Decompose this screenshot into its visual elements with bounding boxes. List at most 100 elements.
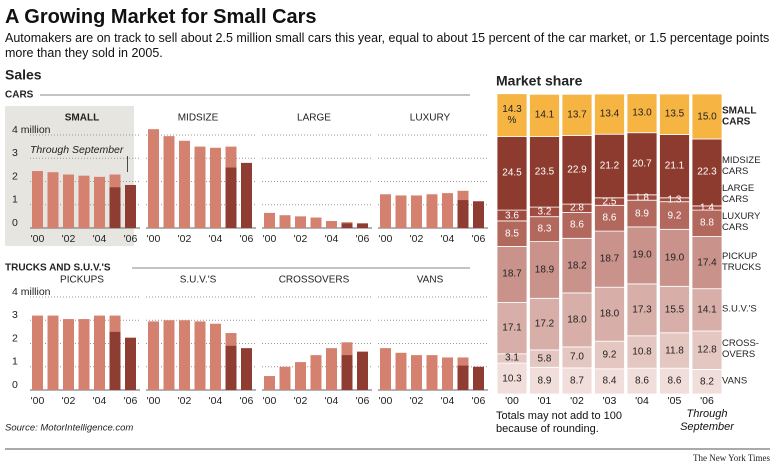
bar xyxy=(264,212,275,228)
bar xyxy=(395,195,407,228)
stack-segment xyxy=(626,199,658,228)
annotation: Through September xyxy=(30,144,124,156)
bar xyxy=(210,147,221,228)
bar xyxy=(94,176,105,228)
stack-segment xyxy=(626,226,658,285)
subtitle: Automakers are on track to sell about 2.… xyxy=(5,31,770,60)
bar xyxy=(395,352,407,390)
segment-label: 17.2 xyxy=(534,318,555,330)
bar xyxy=(357,223,368,228)
segment-label: 17.4 xyxy=(697,257,717,269)
segment-label: 18.9 xyxy=(534,264,555,276)
stack-segment xyxy=(659,201,690,230)
x-tick-label: '03 xyxy=(602,395,617,407)
stack-segment xyxy=(561,237,593,294)
segment-label: 9.2 xyxy=(667,210,682,221)
bar xyxy=(163,320,175,390)
bar xyxy=(210,323,221,390)
x-tick-label: '05 xyxy=(667,395,682,407)
x-tick-label: '02 xyxy=(62,233,76,245)
bar xyxy=(326,348,337,390)
bar xyxy=(194,146,206,228)
stack-segment xyxy=(594,204,625,232)
bar xyxy=(225,167,237,228)
y-tick-label: 1 xyxy=(12,194,18,206)
x-tick-label: '04 xyxy=(93,233,107,245)
y-tick-label: 4 million xyxy=(12,286,51,298)
note: Totals may not add to 100 because of rou… xyxy=(496,410,622,435)
segment-label: 18.2 xyxy=(567,260,587,272)
segment-label: 10.8 xyxy=(632,346,652,358)
x-tick-label: '00 xyxy=(263,395,277,407)
bar xyxy=(109,187,121,228)
stack-segment xyxy=(496,362,528,395)
segment-label: 17.3 xyxy=(632,304,652,316)
x-tick-label: '04 xyxy=(209,233,223,245)
x-tick-label: '02 xyxy=(410,233,424,245)
segment-label: 22.9 xyxy=(567,164,587,176)
segment-label: 24.5 xyxy=(502,167,522,179)
y-tick-label: 2 xyxy=(12,170,18,182)
segment-label: 8.6 xyxy=(635,375,649,387)
bar xyxy=(163,136,175,228)
segment-label: 18.7 xyxy=(599,253,620,265)
segment-label: 8.5 xyxy=(505,228,519,240)
stack-segment xyxy=(594,340,625,370)
bar xyxy=(457,365,469,390)
segment-label: 13.0 xyxy=(632,107,652,119)
x-tick-label: '06 xyxy=(472,233,486,245)
x-tick-label: '06 xyxy=(240,233,254,245)
stack-segment xyxy=(691,368,723,395)
segment-label: 14.1 xyxy=(534,109,555,121)
bar xyxy=(341,355,353,390)
segment-label: 1.8 xyxy=(635,192,649,203)
y-tick-label: 2 xyxy=(12,332,18,344)
segment-label: 3.2 xyxy=(537,206,552,218)
x-tick-label: '06 xyxy=(240,395,254,407)
segment-label: 3.6 xyxy=(505,210,519,221)
credit: The New York Times xyxy=(693,453,771,463)
bar xyxy=(357,351,368,390)
x-tick-label: '00 xyxy=(263,233,277,245)
stack-segment xyxy=(496,220,528,247)
stack-segment xyxy=(529,216,560,242)
segment-label: 20.7 xyxy=(632,158,652,170)
segment-label: 17.1 xyxy=(502,322,522,334)
legend-label: CROSS-OVERS xyxy=(722,338,759,361)
bar xyxy=(442,357,453,390)
bar xyxy=(225,345,237,390)
panel-title: LARGE xyxy=(297,113,331,124)
x-tick-label: '04 xyxy=(93,395,107,407)
stack-segment xyxy=(594,286,625,342)
panel-title: VANS xyxy=(417,275,444,286)
segment-label: 8.3 xyxy=(537,223,552,235)
stack-segment xyxy=(626,132,658,196)
bar xyxy=(63,174,74,228)
segment-label: 22.3 xyxy=(697,166,717,178)
panel-title: SMALL xyxy=(65,113,99,124)
legend-label: LARGE CARS xyxy=(722,183,755,206)
legend-label: S.U.V.'S xyxy=(722,303,757,315)
bar xyxy=(442,193,453,228)
stack-segment xyxy=(626,367,658,395)
section-title: Sales xyxy=(5,67,42,83)
stack-segment xyxy=(659,93,690,135)
segment-label: 3.1 xyxy=(505,352,519,364)
x-tick-label: '00 xyxy=(147,395,161,407)
x-tick-label: '00 xyxy=(147,233,161,245)
x-tick-label: '02 xyxy=(62,395,76,407)
stack-segment xyxy=(691,330,723,370)
y-tick-label: 0 xyxy=(12,217,18,229)
bar xyxy=(241,162,252,228)
x-tick-label: '06 xyxy=(356,395,370,407)
bar xyxy=(32,315,43,390)
stack-segment xyxy=(691,93,723,140)
segment-label: 19.0 xyxy=(632,249,652,261)
bar xyxy=(125,337,136,390)
bar xyxy=(411,355,422,390)
legend-label: MIDSIZE CARS xyxy=(722,155,761,178)
segment-label: 2.5 xyxy=(602,196,617,208)
stack-segment xyxy=(626,335,658,369)
bar xyxy=(279,366,291,390)
